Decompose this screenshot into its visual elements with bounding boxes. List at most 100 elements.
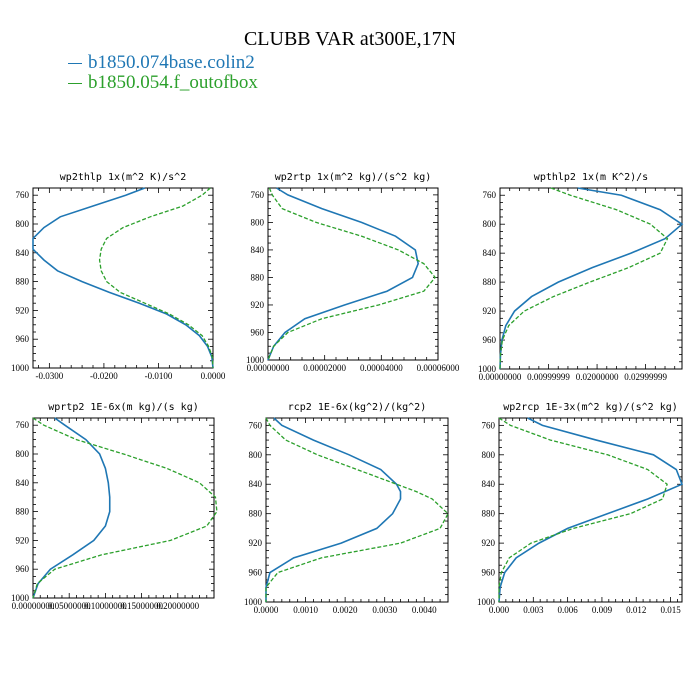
series-line-base bbox=[267, 187, 420, 361]
plot-frame bbox=[498, 417, 683, 603]
x-tick-label: 0.009 bbox=[592, 605, 613, 615]
x-tick-label: 0.15000000 bbox=[120, 601, 163, 611]
panel-title: rcp2 1E-6x(kg^2)/(kg^2) bbox=[288, 402, 426, 413]
y-tick-label: 1000 bbox=[11, 363, 30, 373]
plot-frame bbox=[499, 187, 683, 370]
x-tick-label: 0.000 bbox=[489, 605, 510, 615]
legend-label-base: b1850.074base.colin2 bbox=[88, 52, 255, 73]
x-tick-label: 0.0000 bbox=[254, 605, 279, 615]
legend-label-outofbox: b1850.054.f_outofbox bbox=[88, 72, 258, 93]
y-tick-label: 960 bbox=[249, 568, 263, 578]
x-tick-label: 0.00004000 bbox=[360, 363, 403, 373]
series-line-base bbox=[498, 417, 684, 603]
plot-frame bbox=[32, 417, 215, 599]
x-tick-label: 0.00000000 bbox=[247, 363, 290, 373]
x-tick-label: 0.015 bbox=[660, 605, 681, 615]
y-tick-label: 880 bbox=[482, 509, 496, 519]
series-line-outofbox bbox=[499, 187, 669, 370]
y-tick-label: 1000 bbox=[246, 355, 265, 365]
series-line-base bbox=[32, 417, 111, 599]
y-tick-label: 760 bbox=[16, 190, 30, 200]
x-tick-label: 0.00000000 bbox=[12, 601, 55, 611]
x-tick-label: -0.0300 bbox=[35, 371, 63, 381]
series-line-base bbox=[499, 187, 684, 370]
y-tick-label: 760 bbox=[16, 420, 30, 430]
plot-frame bbox=[267, 187, 439, 361]
panel-4: wprtp2 1E-6x(m kg)/(s kg) 760 800 840 880 920… bbox=[11, 402, 218, 611]
legend-item-base: b1850.074base.colin2 bbox=[68, 52, 255, 74]
y-tick-label: 840 bbox=[482, 479, 496, 489]
x-tick-label: 0.00999999 bbox=[527, 372, 570, 382]
x-tick-label: 0.00002000 bbox=[303, 363, 346, 373]
panel-1: wp2thlp 1x(m^2 K)/s^2 760 800 840 880 920 960 1… bbox=[11, 172, 226, 381]
x-tick-label: 0.05000000 bbox=[48, 601, 91, 611]
x-tick-label: 0.02000000 bbox=[576, 372, 619, 382]
x-tick-label: 0.20000000 bbox=[156, 601, 199, 611]
y-tick-label: 800 bbox=[483, 219, 497, 229]
x-tick-label: 0.00000000 bbox=[479, 372, 522, 382]
y-tick-label: 920 bbox=[16, 535, 30, 545]
x-tick-label: 0.10000000 bbox=[84, 601, 127, 611]
panel-title: wp2thlp 1x(m^2 K)/s^2 bbox=[60, 172, 186, 183]
y-tick-label: 800 bbox=[16, 449, 30, 459]
y-tick-label: 760 bbox=[483, 190, 497, 200]
x-tick-label: 0.012 bbox=[626, 605, 646, 615]
x-tick-label: 0.006 bbox=[558, 605, 579, 615]
y-tick-label: 1000 bbox=[244, 597, 263, 607]
panel-2: wp2rtp 1x(m^2 kg)/(s^2 kg) 760 800 840 880 92… bbox=[246, 172, 460, 373]
y-tick-label: 960 bbox=[483, 335, 497, 345]
y-tick-label: 800 bbox=[251, 217, 265, 227]
plot-frame bbox=[265, 417, 449, 603]
chart-title: CLUBB VAR at300E,17N bbox=[243, 28, 457, 50]
y-tick-label: 880 bbox=[483, 277, 497, 287]
y-tick-label: 960 bbox=[16, 334, 30, 344]
x-tick-label: -0.0100 bbox=[145, 371, 173, 381]
panel-title: wpthlp2 1x(m K^2)/s bbox=[534, 172, 648, 183]
x-tick-label: 0.00006000 bbox=[417, 363, 460, 373]
panel-5: rcp2 1E-6x(kg^2)/(kg^2) 760 800 840 880 920 96… bbox=[244, 402, 449, 615]
y-tick-label: 880 bbox=[16, 507, 30, 517]
y-tick-label: 760 bbox=[251, 190, 265, 200]
y-tick-label: 1000 bbox=[11, 593, 30, 603]
plot-frame bbox=[32, 187, 214, 369]
x-tick-label: 0.003 bbox=[523, 605, 544, 615]
y-tick-label: 1000 bbox=[477, 597, 496, 607]
y-tick-label: 920 bbox=[483, 306, 497, 316]
panel-title: wp2rcp 1E-3x(m^2 kg)/(s^2 kg) bbox=[503, 402, 678, 413]
y-tick-label: 800 bbox=[482, 450, 496, 460]
x-tick-label: 0.0030 bbox=[372, 605, 397, 615]
y-tick-label: 840 bbox=[249, 479, 263, 489]
y-tick-label: 840 bbox=[16, 478, 30, 488]
y-tick-label: 800 bbox=[16, 219, 30, 229]
legend-item-outofbox: b1850.054.f_outofbox bbox=[68, 72, 258, 94]
series-line-outofbox bbox=[498, 417, 668, 602]
y-tick-label: 760 bbox=[482, 420, 496, 430]
x-tick-label: 0.0000 bbox=[201, 371, 226, 381]
series-line-outofbox bbox=[265, 417, 449, 602]
y-tick-label: 920 bbox=[251, 300, 265, 310]
series-line-outofbox bbox=[267, 187, 437, 361]
series-line-outofbox bbox=[98, 187, 214, 369]
y-tick-label: 840 bbox=[16, 248, 30, 258]
x-tick-label: 0.0020 bbox=[333, 605, 358, 615]
legend-swatch-base bbox=[68, 63, 82, 65]
panel-title: wprtp2 1E-6x(m kg)/(s kg) bbox=[48, 402, 199, 413]
x-tick-label: 0.0040 bbox=[412, 605, 437, 615]
series-line-base bbox=[265, 417, 402, 602]
series-line-base bbox=[32, 187, 214, 369]
y-tick-label: 760 bbox=[249, 420, 263, 430]
panel-3: wpthlp2 1x(m K^2)/s 760 800 840 880 920 960 100… bbox=[478, 172, 684, 382]
y-tick-label: 1000 bbox=[478, 364, 497, 374]
y-tick-label: 960 bbox=[16, 564, 30, 574]
x-tick-label: 0.0010 bbox=[293, 605, 318, 615]
y-tick-label: 920 bbox=[249, 538, 263, 548]
x-tick-label: -0.0200 bbox=[90, 371, 118, 381]
y-tick-label: 840 bbox=[251, 245, 265, 255]
x-tick-label: 0.02999999 bbox=[624, 372, 667, 382]
panel-6: wp2rcp 1E-3x(m^2 kg)/(s^2 kg) 760 800 840 88… bbox=[477, 402, 684, 615]
y-tick-label: 960 bbox=[251, 327, 265, 337]
series-line-outofbox bbox=[32, 417, 218, 599]
panel-title: wp2rtp 1x(m^2 kg)/(s^2 kg) bbox=[275, 172, 432, 183]
y-tick-label: 880 bbox=[16, 277, 30, 287]
